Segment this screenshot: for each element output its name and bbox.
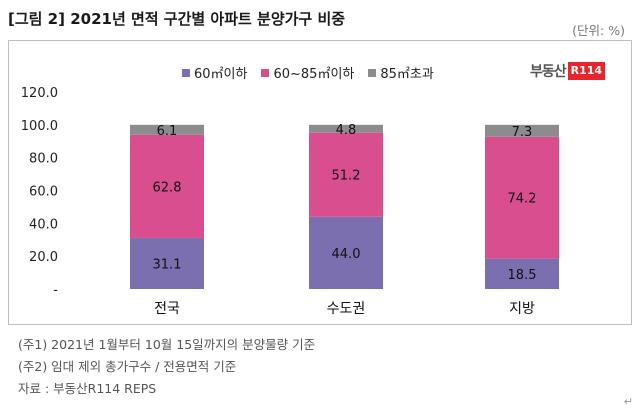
legend-swatch	[182, 68, 190, 77]
footnote-2: (주2) 임대 제외 총가구수 / 전용면적 기준	[18, 359, 237, 374]
y-tick-label: 80.0	[29, 152, 58, 167]
bar-segment	[130, 134, 204, 238]
logo-text: 부동산	[530, 64, 567, 80]
bar-segment	[309, 132, 383, 217]
data-label: 7.3	[512, 125, 533, 140]
legend-item: 85㎡초과	[368, 63, 434, 82]
bar-segment	[130, 124, 204, 135]
legend-label: 60~85㎡이하	[273, 67, 355, 82]
bar-segment	[485, 136, 559, 259]
y-tick-label: 40.0	[29, 217, 58, 232]
y-tick-label: 100.0	[21, 119, 58, 134]
chart-legend: 60㎡이하 60~85㎡이하 85㎡초과	[182, 63, 448, 82]
data-label: 6.1	[157, 124, 178, 139]
x-tick-label: 지방	[509, 301, 535, 317]
y-tick-label: 120.0	[21, 86, 58, 101]
data-label: 51.2	[332, 169, 361, 184]
data-label: 18.5	[508, 268, 537, 283]
legend-item: 60~85㎡이하	[261, 63, 354, 82]
data-label: 4.8	[336, 123, 357, 138]
y-tick-label: -	[53, 283, 58, 298]
legend-swatch	[261, 68, 270, 77]
legend-item: 60㎡이하	[182, 63, 247, 82]
return-mark-icon: ↵	[623, 395, 633, 408]
unit-label: (단위: %)	[572, 23, 625, 38]
x-tick-label: 수도권	[327, 301, 366, 317]
bar-segment	[309, 124, 383, 133]
footnotes: (주1) 2021년 1월부터 10월 15일까지의 분양물량 기준 (주2) …	[18, 334, 315, 400]
bar-segment	[485, 258, 559, 289]
legend-label: 85㎡초과	[380, 67, 434, 82]
chart-title: [그림 2] 2021년 면적 구간별 아파트 분양가구 비중	[8, 10, 346, 28]
x-tick-label: 전국	[154, 301, 180, 317]
y-tick-label: 20.0	[29, 250, 58, 265]
source-note: 자료 : 부동산R114 REPS	[18, 381, 157, 396]
data-label: 62.8	[153, 180, 182, 195]
y-tick-label: 60.0	[29, 185, 58, 200]
brand-logo: 부동산 R114	[530, 61, 606, 81]
bar-segment	[130, 237, 204, 289]
legend-swatch	[368, 68, 377, 77]
legend-label: 60㎡이하	[194, 67, 248, 82]
data-label: 31.1	[153, 257, 182, 272]
data-label: 44.0	[332, 247, 361, 262]
data-label: 74.2	[508, 192, 537, 207]
bar-segment	[309, 216, 383, 289]
footnote-1: (주1) 2021년 1월부터 10월 15일까지의 분양물량 기준	[18, 337, 316, 352]
logo-box: R114	[567, 62, 606, 80]
bar-segment	[485, 124, 559, 137]
